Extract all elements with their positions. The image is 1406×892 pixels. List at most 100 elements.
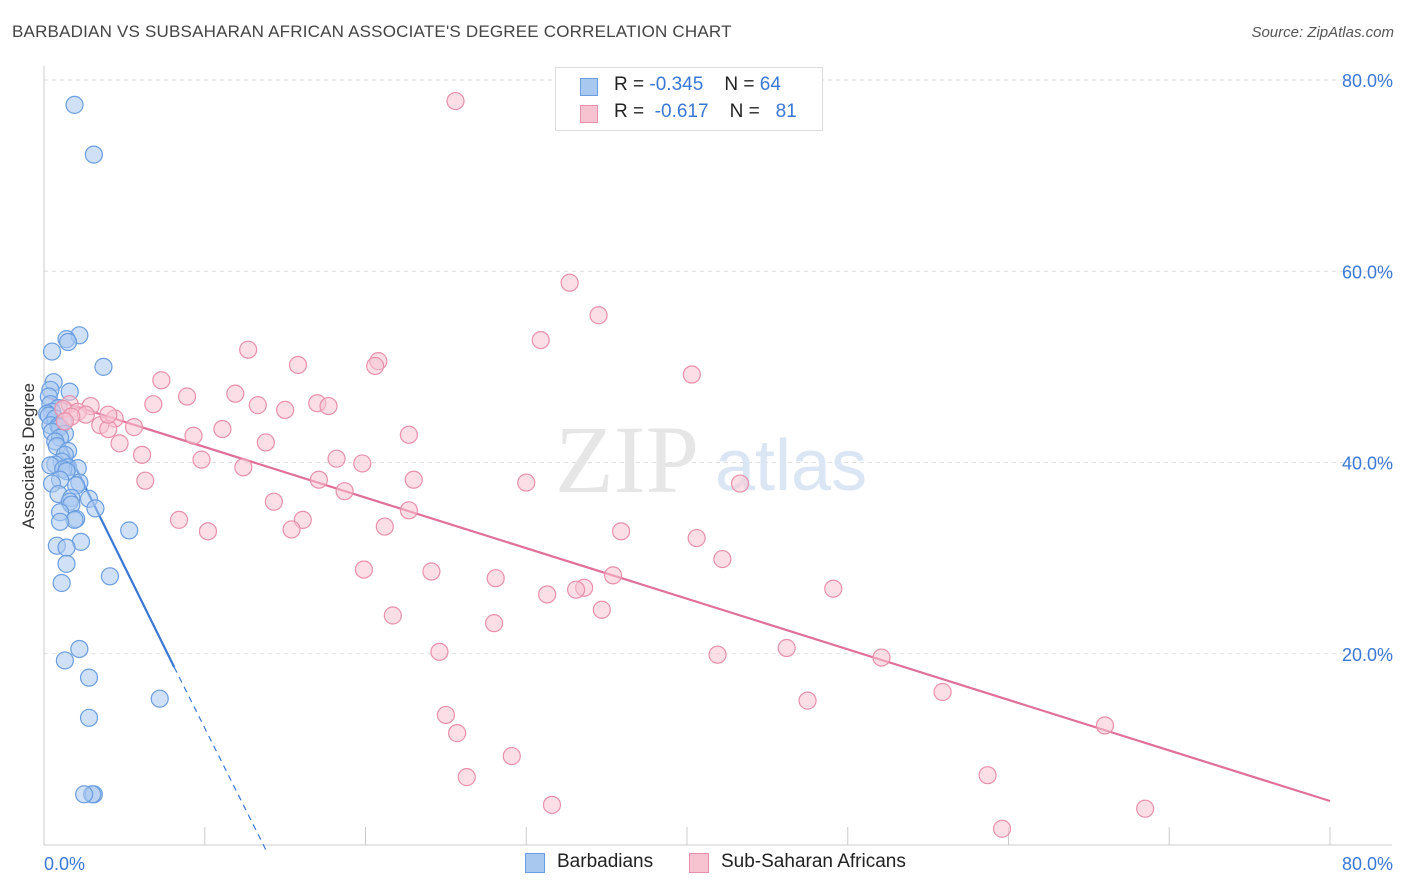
point-subsaharan — [234, 458, 253, 477]
legend-n-value: 64 — [759, 74, 781, 95]
point-subsaharan — [592, 600, 611, 619]
point-subsaharan — [730, 474, 750, 493]
y-tick-label: 80.0% — [1342, 71, 1393, 91]
y-tick-label: 60.0% — [1342, 262, 1393, 282]
point-subsaharan — [566, 580, 586, 599]
legend-n-value: 81 — [775, 101, 797, 122]
point-barbadians — [59, 332, 78, 352]
data-points — [38, 91, 1155, 838]
point-subsaharan — [276, 400, 295, 420]
point-subsaharan — [124, 418, 144, 437]
point-subsaharan — [366, 356, 385, 376]
point-subsaharan — [309, 470, 328, 489]
point-subsaharan — [687, 528, 706, 548]
point-barbadians — [52, 573, 71, 593]
point-subsaharan — [282, 520, 301, 539]
point-barbadians — [57, 554, 76, 573]
point-subsaharan — [611, 522, 631, 541]
point-subsaharan — [777, 638, 796, 658]
point-subsaharan — [169, 510, 189, 529]
point-subsaharan — [436, 705, 455, 725]
point-barbadians — [70, 639, 89, 659]
point-subsaharan — [457, 768, 476, 787]
point-subsaharan — [486, 569, 505, 588]
watermark-atlas: atlas — [715, 426, 867, 506]
x-tick-label: 80.0% — [1342, 854, 1393, 874]
point-subsaharan — [383, 606, 402, 625]
legend-label-subsaharan: Sub-Saharan Africans — [721, 851, 906, 872]
point-barbadians — [86, 499, 105, 518]
point-subsaharan — [603, 566, 623, 585]
legend-swatch-blue — [525, 853, 545, 873]
point-barbadians — [79, 708, 99, 727]
point-subsaharan — [531, 331, 550, 350]
legend-r-value: -0.617 — [654, 101, 709, 122]
point-subsaharan — [399, 501, 419, 520]
legend-r-label: R = — [614, 101, 645, 122]
legend-swatch-blue — [580, 78, 598, 96]
chart-title: BARBADIAN VS SUBSAHARAN AFRICAN ASSOCIAT… — [12, 22, 732, 41]
point-subsaharan — [933, 682, 952, 702]
point-subsaharan — [589, 306, 608, 325]
point-subsaharan — [560, 273, 579, 292]
point-subsaharan — [99, 405, 118, 424]
point-subsaharan — [798, 691, 817, 710]
point-subsaharan — [354, 560, 373, 579]
point-subsaharan — [1095, 716, 1115, 735]
y-tick-label: 20.0% — [1342, 645, 1393, 665]
point-barbadians — [150, 689, 169, 708]
legend-r-label: R = — [614, 74, 645, 95]
legend-label-barbadians: Barbadians — [557, 851, 654, 872]
point-subsaharan — [978, 766, 997, 785]
point-subsaharan — [144, 395, 163, 414]
y-axis-label: Associate's Degree — [19, 383, 38, 529]
point-subsaharan — [992, 819, 1012, 838]
point-barbadians — [84, 145, 103, 164]
point-barbadians — [55, 651, 74, 670]
watermark: ZIP atlas — [555, 406, 867, 513]
grid-lines — [44, 79, 1392, 655]
point-subsaharan — [264, 492, 283, 511]
point-subsaharan — [335, 482, 354, 501]
axis-labels: 20.0% 40.0% 60.0% 80.0% 0.0% 80.0% Associate's… — [19, 71, 1393, 874]
point-barbadians — [50, 512, 70, 531]
trendline-subsaharan — [46, 396, 1331, 803]
point-barbadians — [75, 785, 94, 804]
point-subsaharan — [404, 470, 423, 489]
point-subsaharan — [198, 522, 218, 541]
point-subsaharan — [448, 724, 467, 743]
point-subsaharan — [542, 795, 562, 814]
point-subsaharan — [192, 450, 211, 469]
y-tick-label: 40.0% — [1342, 454, 1393, 474]
x-tick-label: 0.0% — [44, 854, 85, 874]
point-subsaharan — [713, 549, 732, 569]
point-subsaharan — [824, 579, 843, 598]
axes — [43, 66, 1392, 846]
point-subsaharan — [152, 371, 171, 390]
point-subsaharan — [288, 355, 308, 375]
point-subsaharan — [708, 645, 727, 664]
point-subsaharan — [485, 614, 504, 633]
point-subsaharan — [184, 426, 203, 445]
point-barbadians — [57, 538, 76, 557]
watermark-zip: ZIP — [555, 406, 699, 513]
point-subsaharan — [239, 340, 258, 359]
point-subsaharan — [213, 419, 232, 439]
point-subsaharan — [353, 454, 372, 473]
source-label: Source: ZipAtlas.com — [1251, 24, 1394, 41]
point-barbadians — [120, 521, 139, 540]
point-barbadians — [65, 95, 84, 114]
point-subsaharan — [538, 585, 557, 604]
point-subsaharan — [136, 471, 155, 490]
point-subsaharan — [517, 473, 536, 492]
legend-swatch-pink — [580, 105, 598, 123]
legend-n-label: N = — [729, 101, 760, 122]
trendline-barbadians-extension — [173, 666, 267, 851]
point-barbadians — [42, 342, 62, 361]
point-subsaharan — [248, 396, 267, 415]
point-subsaharan — [319, 396, 338, 416]
point-subsaharan — [375, 517, 394, 536]
legend-swatch-pink — [689, 853, 709, 873]
point-subsaharan — [1136, 799, 1155, 818]
